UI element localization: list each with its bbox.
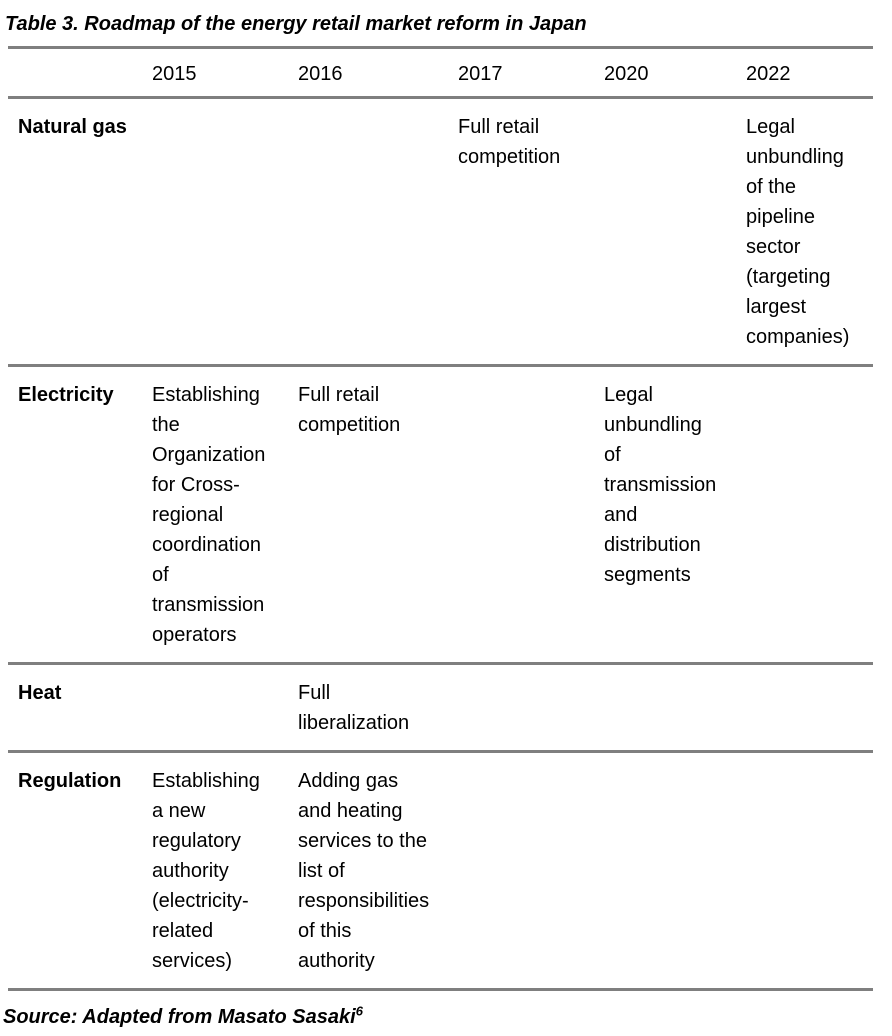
cell-electricity-2020: Legal unbundling of transmission and dis… [604, 384, 717, 586]
table-title: Table 3. Roadmap of the energy retail ma… [5, 13, 587, 35]
cell-heat-2020 [604, 664, 746, 752]
table-row-electricity: Electricity Establishing the Organizatio… [8, 366, 873, 664]
cell-natural-gas-2022: Legal unbundling of the pipeline sector … [746, 116, 850, 348]
year-header-2022: 2022 [746, 63, 791, 85]
cell-heat-2015 [152, 664, 298, 752]
row-label-heat: Heat [18, 682, 62, 704]
year-header-2015: 2015 [152, 63, 197, 85]
source-text: Source: Adapted from Masato Sasaki [3, 1006, 356, 1028]
roadmap-table: 2015 2016 2017 2020 2022 Natural gas Ful… [8, 46, 873, 991]
year-header-2017: 2017 [458, 63, 503, 85]
source-note: Source: Adapted from Masato Sasaki6 [3, 1003, 892, 1029]
row-label-natural-gas: Natural gas [18, 116, 127, 138]
table-row-regulation: Regulation Establishing a new regulatory… [8, 752, 873, 990]
cell-regulation-2017 [458, 752, 604, 990]
row-header-spacer [8, 48, 152, 98]
cell-heat-2022 [746, 664, 873, 752]
source-footnote-number: 6 [355, 1003, 363, 1019]
cell-natural-gas-2020 [604, 98, 746, 366]
cell-electricity-2016: Full retail competition [298, 384, 401, 436]
cell-heat-2016: Full liberalization [298, 682, 410, 734]
cell-electricity-2017 [458, 366, 604, 664]
row-label-electricity: Electricity [18, 384, 114, 406]
cell-natural-gas-2017: Full retail competition [458, 116, 561, 168]
table-row-natural-gas: Natural gas Full retail competition Lega… [8, 98, 873, 366]
year-header-2016: 2016 [298, 63, 343, 85]
cell-regulation-2020 [604, 752, 746, 990]
cell-electricity-2015: Establishing the Organization for Cross-… [152, 384, 266, 646]
cell-regulation-2016: Adding gas and heating services to the l… [298, 770, 430, 972]
row-label-regulation: Regulation [18, 770, 122, 792]
cell-regulation-2015: Establishing a new regulatory authority … [152, 770, 260, 972]
cell-regulation-2022 [746, 752, 873, 990]
cell-natural-gas-2016 [298, 98, 458, 366]
header-row: 2015 2016 2017 2020 2022 [8, 47, 873, 98]
cell-heat-2017 [458, 664, 604, 752]
cell-natural-gas-2015 [152, 98, 298, 366]
year-header-2020: 2020 [604, 63, 649, 85]
cell-electricity-2022 [746, 366, 873, 664]
table-row-heat: Heat Full liberalization [8, 664, 873, 752]
